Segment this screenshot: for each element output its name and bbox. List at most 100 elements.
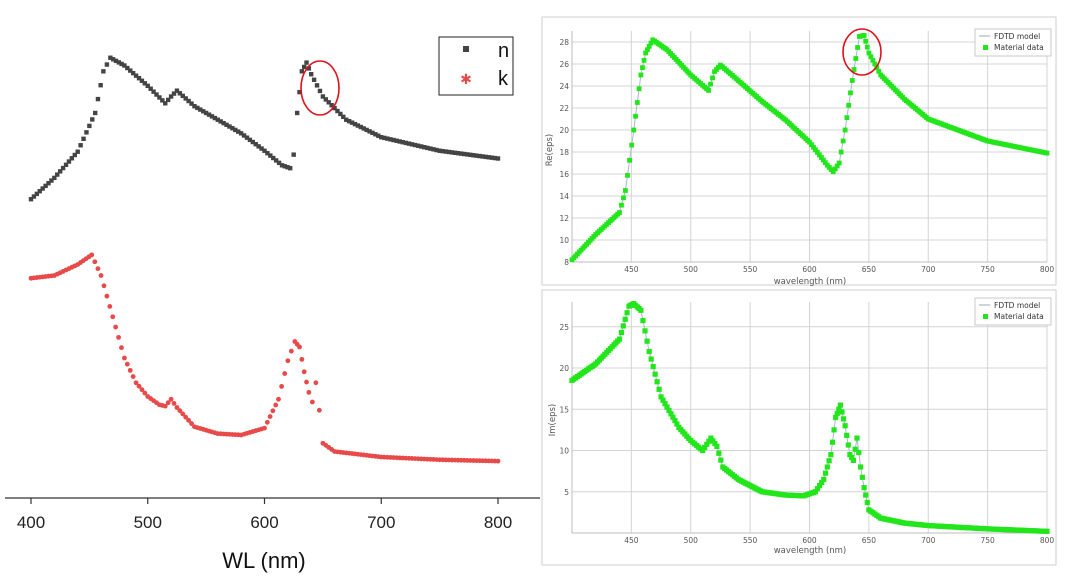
n-point [49,178,54,183]
im-eps-material-series [569,301,1050,534]
n-point [367,129,372,134]
n-point [69,156,75,161]
n-point [391,137,396,143]
rt-y-tick-label: 10 [559,236,569,245]
left-legend: n ✱ k [438,36,514,96]
n-point [299,69,305,74]
rb-material-point [828,452,834,458]
k-point [285,358,291,364]
k-point [306,389,312,395]
n-point [262,148,267,153]
rt-material-point [646,44,652,49]
n-point [352,121,358,127]
rb-x-tick-label: 550 [743,536,758,545]
n-point [373,132,378,137]
rt-material-point [832,166,838,172]
k-point [107,304,113,309]
n-point [346,119,352,124]
n-point [136,76,142,81]
rb-material-point [652,371,658,377]
n-point [335,108,340,114]
rb-material-point [814,486,821,492]
n-point [227,124,232,129]
n-point [95,96,101,102]
n-point [412,142,418,148]
n-point [297,89,302,95]
n-point [180,93,185,99]
left-x-tick-label: 800 [484,513,512,532]
n-point [93,110,98,116]
n-point [72,152,77,158]
n-point [145,83,150,89]
rt-material-point [621,195,626,201]
n-point [236,129,241,134]
rt-x-tick-label: 600 [802,265,817,274]
n-point [273,158,279,163]
n-point [256,144,261,149]
rt-material-point [617,210,622,215]
n-point [422,144,427,150]
rt-material-point [816,152,822,158]
n-point [294,110,300,116]
rt-material-point [623,188,628,193]
n-point [148,86,153,91]
im-eps-legend-model-label: FDTD model [994,301,1040,310]
rb-x-tick-label: 700 [921,536,936,545]
rb-material-point [672,418,678,424]
k-point [270,408,276,414]
n-point [455,150,461,156]
n-point [46,181,51,186]
rt-material-point [633,113,638,119]
rb-material-point [660,397,666,403]
legend-label-k: k [498,68,509,90]
rt-material-point [830,169,836,175]
rb-material-point [840,416,847,422]
n-point [483,154,488,160]
n-point [125,65,130,71]
im-eps-y-axis-label: Im(eps) [548,404,558,436]
n-point [418,144,424,149]
rb-x-tick-label: 800 [1040,536,1055,545]
n-point [247,137,253,143]
rt-material-point [811,144,816,150]
rt-y-tick-label: 26 [559,60,569,69]
n-point [268,153,273,158]
k-point [133,380,139,386]
rb-material-point [700,447,706,454]
n-point [452,150,458,155]
rb-x-tick-label: 600 [802,536,817,545]
rb-material-point [716,450,722,456]
rb-material-point [833,414,839,421]
n-point [443,149,448,154]
rb-material-point [819,479,825,486]
n-point [265,150,270,156]
n-point [241,133,247,138]
left-x-axis-label: WL (nm) [222,548,306,573]
n-point [57,169,63,174]
rt-x-tick-label: 800 [1040,265,1055,274]
rb-material-point [620,323,626,329]
n-point [341,114,346,120]
re-eps-x-ticks: 450 500 550 600 650 700 750 800 [624,265,1054,274]
rb-y-tick-label: 20 [559,364,569,373]
legend-label-n: n [498,40,509,62]
n-point [75,149,80,154]
rb-y-tick-label: 15 [559,405,569,414]
n-point [317,88,323,94]
n-point [349,120,355,125]
left-legend-box [438,36,514,96]
rt-x-tick-label: 550 [743,265,758,274]
im-eps-x-ticks: 450 500 550 600 650 700 750 800 [624,536,1054,545]
rb-material-point [863,492,869,498]
n-point [250,139,256,145]
rt-material-point [838,149,844,155]
re-eps-highlight-ellipse [842,28,882,76]
n-point [279,163,285,168]
n-point [177,91,183,96]
n-point [186,98,191,104]
rb-material-point [670,414,676,420]
rt-material-point [1044,150,1050,156]
rt-material-point [861,33,867,38]
im-eps-legend-material-swatch [983,314,988,319]
rb-material-point [710,438,716,444]
